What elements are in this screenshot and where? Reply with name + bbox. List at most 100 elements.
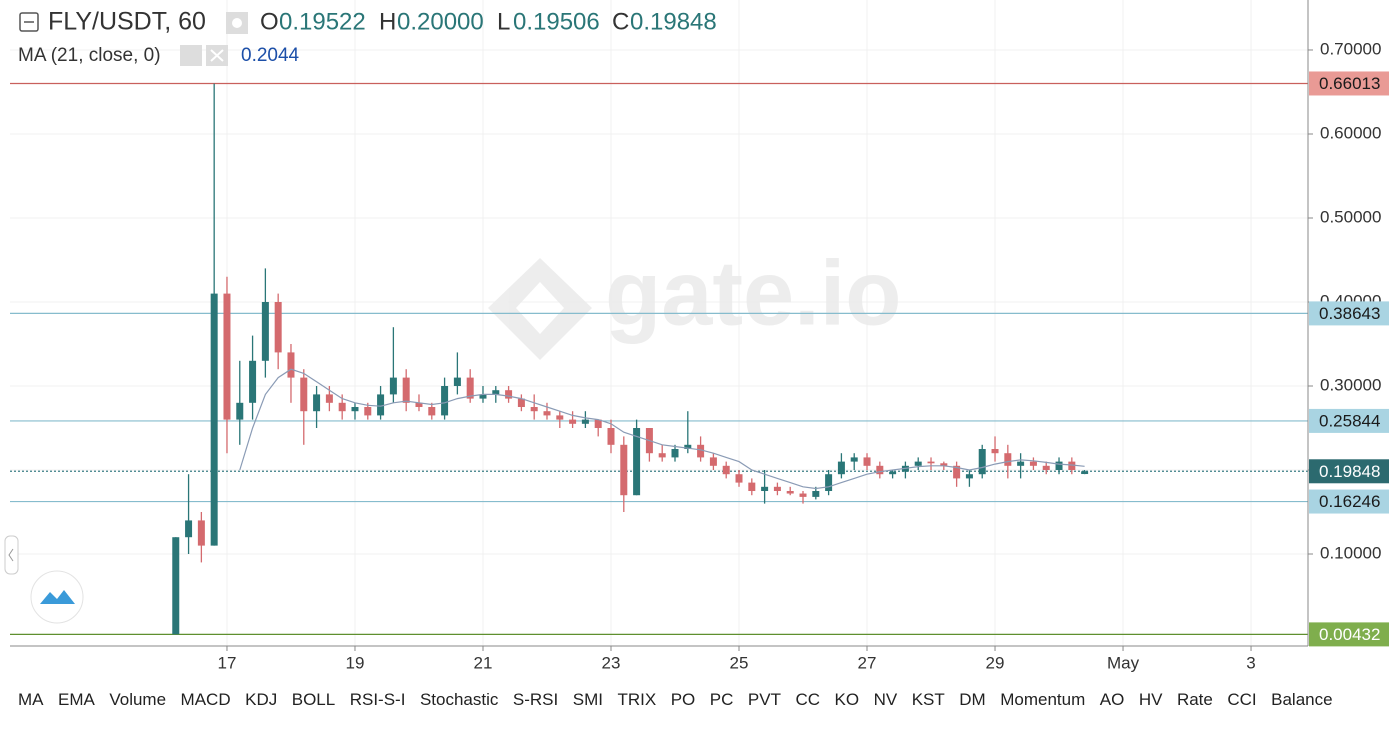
ohlc-letter: C — [612, 8, 629, 35]
price-label-box — [1309, 71, 1389, 96]
candle-body — [389, 377, 397, 395]
indicator-button[interactable]: Volume — [109, 690, 167, 709]
indicator-toolbar: MA EMA Volume MACD KDJ BOLL RSI-S-I Stochastic S… — [18, 688, 1398, 712]
candle-body — [338, 402, 346, 412]
candle-body — [863, 457, 871, 466]
ohlc-value: 0.19848 — [630, 8, 717, 35]
ohlc-value: 0.20000 — [397, 8, 484, 35]
ma-label: MA (21, close, 0) — [18, 45, 161, 66]
indicator-button[interactable]: MACD — [180, 690, 231, 709]
candle-body — [351, 407, 359, 412]
price-label-box — [1309, 301, 1389, 326]
indicator-button[interactable]: EMA — [58, 690, 95, 709]
side-toggle-arrow — [8, 548, 14, 562]
candle-body — [850, 457, 858, 462]
indicator-button[interactable]: Rate — [1176, 690, 1213, 709]
price-label: 0.00432 — [1319, 625, 1380, 644]
indicator-button[interactable]: Balance — [1271, 690, 1333, 709]
candle-body — [1042, 465, 1050, 471]
candle-body — [479, 394, 487, 399]
indicator-button[interactable]: CCI — [1227, 690, 1257, 709]
indicator-button[interactable]: CC — [795, 690, 821, 709]
candle-body — [287, 352, 295, 378]
indicator-button[interactable]: RSI-S-I — [349, 690, 406, 709]
indicator-button[interactable]: Stochastic — [419, 690, 499, 709]
indicator-button[interactable]: SMI — [572, 690, 603, 709]
watermark: gate.io — [488, 242, 901, 360]
watermark-logo — [488, 258, 592, 360]
candle-body — [236, 402, 244, 420]
candle-body — [927, 461, 935, 464]
ohlc-letter: L — [497, 8, 510, 35]
indicator-button[interactable]: KDJ — [245, 690, 278, 709]
candle-body — [556, 415, 564, 420]
indicator-button[interactable]: NV — [873, 690, 898, 709]
price-label: 0.19848 — [1319, 462, 1380, 481]
indicator-button[interactable]: Momentum — [1000, 690, 1086, 709]
candle-body — [185, 520, 193, 538]
indicator-button[interactable]: TRIX — [617, 690, 657, 709]
indicator-button[interactable]: PVT — [747, 690, 781, 709]
candle-body — [364, 407, 372, 416]
candle-body — [1004, 453, 1012, 466]
logo-button[interactable] — [30, 570, 84, 624]
ma-settings-icon[interactable] — [180, 45, 202, 66]
candle-body — [453, 377, 461, 387]
candle-body — [825, 474, 833, 492]
candle-body — [914, 461, 922, 466]
y-tick-label: 0.30000 — [1320, 375, 1381, 394]
candle-body — [569, 419, 577, 424]
candle-body — [530, 407, 538, 412]
candle-body — [1055, 461, 1063, 471]
candle-body — [492, 390, 500, 395]
indicator-button[interactable]: S-RSI — [512, 690, 559, 709]
candle-body — [837, 461, 845, 475]
indicator-button[interactable]: DM — [959, 690, 986, 709]
candle-body — [249, 360, 257, 403]
ohlc-letter: H — [379, 8, 396, 35]
ma-line — [239, 368, 1085, 490]
x-tick-label: 27 — [858, 653, 877, 672]
candle-body — [953, 465, 961, 479]
x-tick-label: 3 — [1246, 653, 1255, 672]
price-label: 0.66013 — [1319, 74, 1380, 93]
candle-body — [889, 471, 897, 475]
candle-body — [684, 444, 692, 450]
ohlc-value: 0.19506 — [513, 8, 600, 35]
candle-body — [991, 449, 999, 454]
y-tick-label: 0.50000 — [1320, 207, 1381, 226]
ohlc-value: 0.19522 — [279, 8, 366, 35]
indicator-button[interactable]: KO — [834, 690, 860, 709]
indicator-button[interactable]: PC — [709, 690, 734, 709]
candle-body — [876, 465, 884, 475]
candle-body — [607, 428, 615, 445]
indicator-button[interactable]: PO — [670, 690, 696, 709]
candle-body — [671, 449, 679, 458]
candle-body — [761, 486, 769, 492]
candle-body — [748, 482, 756, 492]
candle-body — [543, 411, 551, 416]
candle-body — [799, 493, 807, 497]
y-tick-label: 0.70000 — [1320, 39, 1381, 58]
x-tick-label: 17 — [218, 653, 237, 672]
candle-body — [620, 444, 628, 496]
y-tick-label: 0.10000 — [1320, 543, 1381, 562]
indicator-button[interactable]: MA — [18, 690, 44, 709]
candle-body — [965, 474, 973, 479]
candle-body — [313, 394, 321, 412]
indicator-button[interactable]: KST — [911, 690, 945, 709]
price-label-box — [1309, 459, 1389, 484]
candle-body — [786, 491, 794, 494]
indicator-button[interactable]: BOLL — [291, 690, 336, 709]
collapse-icon[interactable] — [19, 12, 39, 32]
indicator-button[interactable]: AO — [1099, 690, 1125, 709]
candle-body — [300, 377, 308, 412]
side-toggle[interactable] — [4, 535, 19, 575]
indicator-button[interactable]: HV — [1138, 690, 1163, 709]
price-label-box — [1309, 622, 1389, 647]
x-tick-label: 29 — [986, 653, 1005, 672]
y-tick-label: 0.60000 — [1320, 123, 1381, 142]
candle-body — [940, 463, 948, 466]
candle-body — [172, 537, 180, 635]
candle-body — [633, 428, 641, 496]
